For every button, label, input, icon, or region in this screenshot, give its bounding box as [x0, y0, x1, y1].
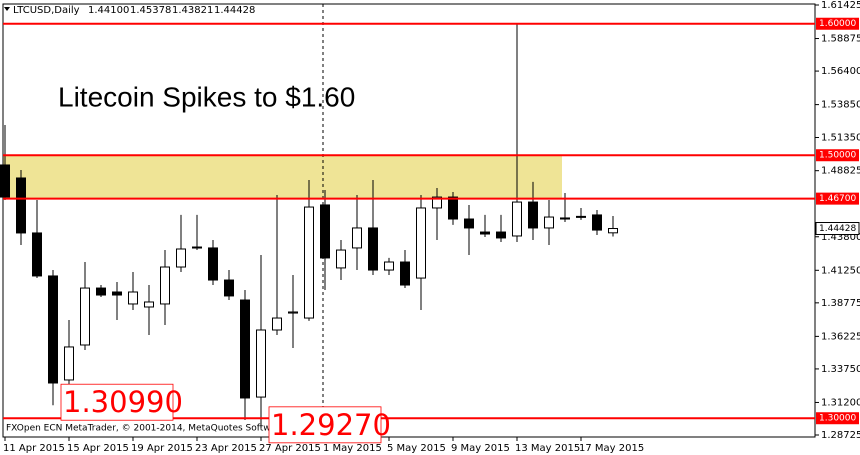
- candle-body: [176, 248, 186, 268]
- candle-body: [480, 231, 490, 235]
- header-low: 1.43821: [172, 5, 213, 16]
- x-tick-label: 1 May 2015: [323, 443, 382, 454]
- candle-body: [576, 215, 586, 218]
- candle-body: [128, 291, 138, 305]
- y-tick-label: 1.48825: [821, 166, 860, 177]
- candle-body: [384, 261, 394, 271]
- header-close: 1.44428: [214, 5, 255, 16]
- candle-body: [592, 214, 602, 231]
- low-label: 1.29270: [271, 408, 391, 442]
- candle-body: [288, 311, 298, 314]
- x-tick-label: 5 May 2015: [387, 443, 446, 454]
- level-tag: [816, 412, 859, 425]
- plot-frame: [2, 3, 816, 438]
- candle-body: [32, 232, 42, 277]
- symbol: LTCUSD,Daily: [13, 5, 80, 16]
- candle-body: [336, 249, 346, 269]
- y-tick-label: 1.33750: [821, 364, 860, 375]
- candle-body: [320, 204, 330, 259]
- candle-body: [64, 346, 74, 381]
- y-tick-label: 1.43800: [821, 232, 860, 243]
- candle-body: [112, 291, 122, 296]
- candle-body: [272, 317, 282, 331]
- y-tick-label: 1.58875: [821, 34, 860, 45]
- candle-body: [544, 216, 554, 229]
- y-tick-label: 1.56400: [821, 66, 860, 77]
- candle-body: [496, 231, 506, 239]
- menu-icon: [4, 7, 10, 11]
- candle-body: [528, 201, 538, 229]
- candle-body: [448, 196, 458, 220]
- candle-body: [432, 196, 442, 209]
- candle-body: [208, 247, 218, 281]
- candle-body: [224, 279, 234, 297]
- candle-body: [400, 261, 410, 286]
- x-tick-label: 11 Apr 2015: [3, 443, 65, 454]
- candle-body: [416, 207, 426, 279]
- low-label-box: [60, 383, 174, 421]
- x-tick-label: 23 Apr 2015: [195, 443, 257, 454]
- level-label: 1.60000: [819, 19, 856, 29]
- y-tick-label: 1.61425: [821, 0, 860, 11]
- y-tick-label: 1.51350: [821, 132, 860, 143]
- chart-title: Litecoin Spikes to $1.60: [58, 81, 355, 112]
- candle-body: [144, 301, 154, 308]
- level-tag: [816, 17, 859, 30]
- candle-body: [16, 177, 26, 234]
- x-tick-label: 27 Apr 2015: [259, 443, 321, 454]
- low-label-box: [268, 406, 382, 444]
- y-tick-label: 1.36225: [821, 331, 860, 342]
- candle-body: [48, 275, 58, 384]
- candle-body: [608, 228, 618, 234]
- y-tick-label: 1.28725: [821, 430, 860, 441]
- plot-area: [0, 23, 618, 428]
- level-tag: [816, 149, 859, 162]
- level-tag: [816, 192, 859, 205]
- header-open: 1.44100: [88, 5, 129, 16]
- level-label: 1.50000: [819, 151, 856, 161]
- candle-body: [160, 266, 170, 305]
- candle-body: [240, 299, 250, 399]
- candle-body: [192, 246, 202, 249]
- candle-body: [256, 329, 266, 398]
- current-price-label: 1.44428: [819, 224, 856, 234]
- x-tick-label: 19 Apr 2015: [131, 443, 193, 454]
- resistance-zone: [3, 155, 562, 199]
- x-tick-label: 13 May 2015: [515, 443, 580, 454]
- candle-body: [560, 217, 570, 220]
- candle-body: [80, 287, 90, 346]
- low-label: 1.30990: [63, 385, 183, 419]
- candle-body: [0, 164, 10, 198]
- candle-body: [512, 201, 522, 237]
- x-tick-label: 17 May 2015: [579, 443, 644, 454]
- candle-body: [352, 227, 362, 249]
- x-tick-label: 9 May 2015: [451, 443, 510, 454]
- candle-body: [304, 206, 314, 319]
- y-tick-label: 1.41250: [821, 265, 860, 276]
- current-price-tag: [815, 222, 860, 236]
- x-tick-label: 15 Apr 2015: [67, 443, 129, 454]
- candle-body: [464, 218, 474, 229]
- candle-body: [368, 227, 378, 271]
- level-label: 1.30000: [819, 414, 856, 424]
- y-tick-label: 1.31200: [821, 397, 860, 408]
- footer: FXOpen ECN MetaTrader, © 2001-2014, Meta…: [6, 424, 312, 434]
- candle-body: [96, 287, 106, 296]
- y-tick-label: 1.38775: [821, 298, 860, 309]
- y-tick-label: 1.53850: [821, 100, 860, 111]
- level-label: 1.46700: [819, 194, 856, 204]
- header-high: 1.45378: [130, 5, 171, 16]
